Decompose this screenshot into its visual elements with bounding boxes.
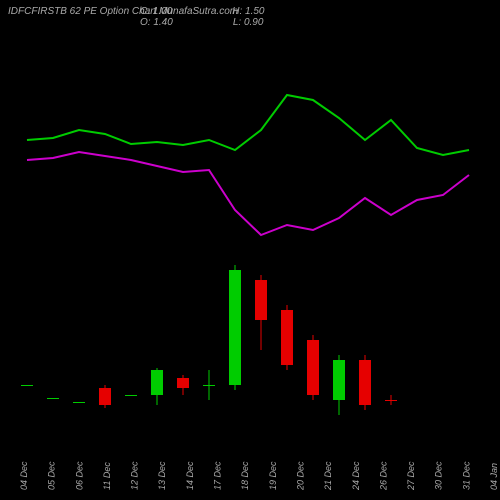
candle-body xyxy=(385,400,397,401)
x-axis-label: 04 Jan xyxy=(489,463,499,490)
x-axis-label: 20 Dec xyxy=(295,461,305,491)
x-axis-label: 14 Dec xyxy=(185,461,195,490)
candle-body xyxy=(177,378,189,388)
x-axis-label: 30 Dec xyxy=(434,461,444,490)
candle-body xyxy=(281,310,293,365)
low-value: L: 0.90 xyxy=(233,17,264,28)
close-value: C: 1.00 xyxy=(140,6,172,17)
x-axis-label: 13 Dec xyxy=(157,461,167,490)
candle-body xyxy=(125,395,137,396)
x-axis-label: 27 Dec xyxy=(406,461,416,491)
x-axis-label: 06 Dec xyxy=(74,461,84,490)
x-axis-label: 24 Dec xyxy=(351,461,361,491)
candle-body xyxy=(255,280,267,320)
indicator-line-green xyxy=(27,95,469,155)
x-axis-label: 05 Dec xyxy=(47,461,57,490)
x-axis-label: 19 Dec xyxy=(268,461,278,490)
chart-svg: 04 Dec 05 Dec 06 Dec 11 Dec 12 Dec 13 Dec 14 D… xyxy=(0,0,500,500)
indicator-line-magenta xyxy=(27,152,469,235)
x-axis-label: 21 Dec xyxy=(323,461,333,491)
x-axis-label: 04 Dec xyxy=(19,461,29,490)
x-axis-label: 26 Dec xyxy=(378,461,388,491)
x-axis-label: 31 Dec xyxy=(461,461,471,490)
chart-container: IDFCFIRSTB 62 PE Option Chart MunafaSutr… xyxy=(0,0,500,500)
candle-body xyxy=(21,385,33,386)
x-axis-label: 18 Dec xyxy=(240,461,250,490)
high-value: H: 1.50 xyxy=(232,6,264,17)
candle-body xyxy=(359,360,371,405)
candle-body xyxy=(47,398,59,399)
x-axis-label: 11 Dec xyxy=(102,462,112,490)
candle-body xyxy=(73,402,85,403)
candle-body xyxy=(333,360,345,400)
candle-body xyxy=(229,270,241,385)
x-axis-label: 17 Dec xyxy=(213,461,223,490)
open-value: O: 1.40 xyxy=(140,17,173,28)
candle-body xyxy=(99,388,111,405)
candle-body xyxy=(203,385,215,386)
candle-body xyxy=(151,370,163,395)
candle-body xyxy=(307,340,319,395)
x-axis-label: 12 Dec xyxy=(130,461,140,490)
ohlc-display: C: 1.00 H: 1.50 O: 1.40 L: 0.90 xyxy=(140,6,265,28)
